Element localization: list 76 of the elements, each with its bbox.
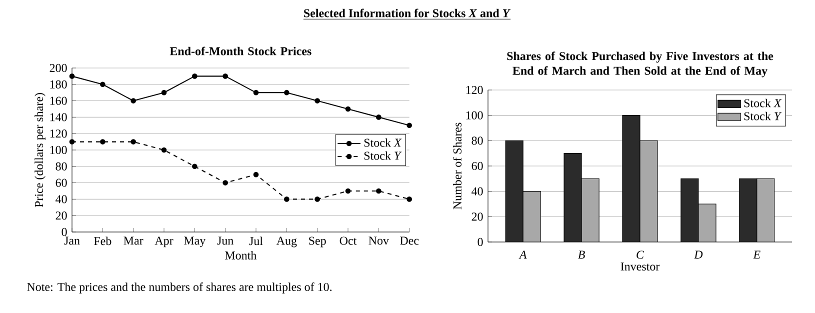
x-axis-title: Investor: [620, 262, 660, 271]
bar: [739, 178, 758, 242]
y-tick-label: 160: [50, 96, 67, 105]
point: [376, 188, 382, 194]
y-tick-label: 120: [466, 86, 483, 94]
x-axis-title: Month: [225, 251, 257, 260]
y-tick-label: 120: [50, 130, 67, 138]
y-tick-label: 100: [50, 146, 67, 154]
point: [161, 90, 167, 96]
x-tick-label: Oct: [340, 236, 357, 245]
x-tick-label: B: [578, 250, 585, 259]
point: [253, 172, 259, 178]
point: [192, 164, 198, 170]
point: [406, 196, 412, 202]
legend-label: Stock Y: [364, 151, 402, 160]
x-tick-label: Jun: [217, 236, 234, 245]
y-tick-label: 20: [472, 212, 483, 221]
y-tick-label: 20: [56, 212, 67, 220]
x-tick-label: Dec: [400, 236, 419, 245]
legend-label: Stock X: [744, 98, 782, 108]
text: Selected Information for Stocks X and Y: [304, 8, 511, 18]
y-tick-label: 0: [62, 228, 67, 236]
x-tick-label: Nov: [368, 236, 389, 245]
bar: [564, 153, 582, 242]
x-tick-label: Aug: [276, 236, 297, 248]
y-axis-title: Price (dollars per share): [34, 93, 46, 208]
x-tick-label: E: [753, 250, 760, 259]
bar: [506, 140, 524, 242]
text: Note: The prices and the numbers of shares are multiples of 10.: [27, 282, 332, 294]
point: [100, 82, 106, 88]
point: [130, 139, 136, 144]
point: [100, 139, 106, 144]
y-tick-label: 200: [50, 64, 67, 72]
y-tick-label: 0: [478, 238, 483, 246]
y-tick-label: 80: [472, 136, 483, 145]
chart-title: End-of-Month Stock Prices: [170, 46, 312, 56]
legend-label: Stock Y: [744, 112, 782, 120]
point: [345, 106, 351, 112]
legend-label: Stock X: [364, 138, 402, 147]
x-tick-label: Jul: [249, 236, 263, 246]
x-tick-label: A: [518, 250, 527, 259]
point: [284, 196, 290, 202]
point: [69, 74, 75, 79]
point: [314, 98, 320, 104]
point: [406, 122, 412, 128]
bar: [622, 115, 640, 242]
bar: [680, 178, 698, 242]
y-tick-label: 60: [56, 178, 67, 187]
y-tick-label: 40: [56, 195, 67, 204]
point: [284, 90, 290, 96]
point: [345, 188, 351, 194]
point: [314, 196, 320, 202]
point: [130, 98, 136, 104]
point: [69, 139, 75, 144]
chart-title: Shares of Stock Purchased by Five Investors at the End of March and Then Sold at the End of May: [507, 52, 774, 78]
x-tick-label: Feb: [94, 236, 112, 246]
x-tick-label: C: [636, 250, 644, 259]
x-tick-label: Jan: [64, 236, 80, 245]
point: [161, 147, 167, 153]
y-tick-label: 140: [50, 113, 67, 122]
x-tick-label: May: [184, 236, 206, 248]
y-axis-title: Number of Shares: [452, 122, 462, 210]
y-tick-label: 60: [472, 162, 483, 170]
point: [222, 74, 228, 79]
x-tick-label: D: [694, 250, 703, 259]
x-tick-label: Apr: [154, 236, 174, 248]
point: [376, 114, 382, 120]
y-tick-label: 180: [50, 80, 67, 88]
y-tick-label: 40: [472, 187, 483, 196]
point: [222, 180, 228, 186]
point: [253, 90, 259, 96]
point: [192, 74, 198, 79]
y-tick-label: 100: [466, 111, 483, 120]
x-tick-label: Mar: [124, 236, 144, 245]
x-tick-label: Sep: [309, 236, 326, 248]
y-tick-label: 80: [56, 162, 67, 170]
